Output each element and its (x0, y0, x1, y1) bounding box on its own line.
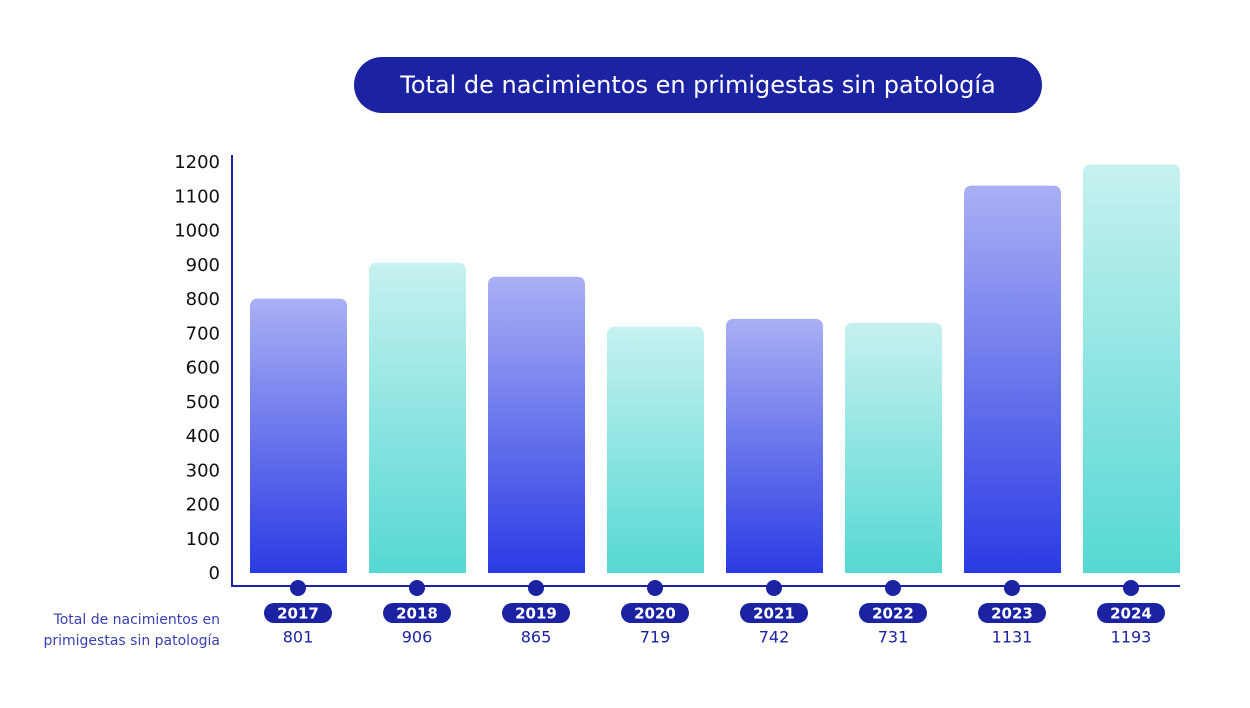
series-label: Total de nacimientos en primigestas sin … (43, 612, 220, 649)
y-tick-label: 900 (186, 255, 220, 276)
y-tick-label: 100 (186, 529, 220, 550)
y-tick-label: 600 (186, 358, 220, 379)
bar (1083, 164, 1180, 573)
x-tick-dot (766, 580, 782, 596)
y-tick-label: 0 (209, 563, 220, 584)
bar (250, 298, 347, 573)
data-label: 801 (283, 628, 314, 647)
x-tick-label: 2017 (277, 605, 319, 623)
x-tick-dot (1123, 580, 1139, 596)
data-label: 731 (878, 628, 909, 647)
year-pill (383, 603, 451, 623)
year-pill (1097, 603, 1165, 623)
x-tick-dot (528, 580, 544, 596)
data-label: 742 (759, 628, 790, 647)
x-tick-label: 2020 (634, 605, 676, 623)
data-label: 719 (640, 628, 671, 647)
bar (369, 262, 466, 573)
data-label: 906 (402, 628, 433, 647)
bar (726, 318, 823, 573)
year-pill (264, 603, 332, 623)
bar (845, 322, 942, 573)
year-pill (859, 603, 927, 623)
x-tick-dot (409, 580, 425, 596)
x-tick-dot (647, 580, 663, 596)
year-pill (740, 603, 808, 623)
x-tick-label: 2022 (872, 605, 914, 623)
x-tick-label: 2024 (1110, 605, 1152, 623)
bar (607, 326, 704, 573)
x-tick-label: 2023 (991, 605, 1033, 623)
x-tick-label: 2018 (396, 605, 438, 623)
y-tick-label: 1200 (174, 152, 220, 173)
x-tick-label: 2021 (753, 605, 795, 623)
y-tick-label: 700 (186, 323, 220, 344)
year-pill (502, 603, 570, 623)
y-tick-label: 400 (186, 426, 220, 447)
bar (488, 276, 585, 573)
data-label: 1193 (1111, 628, 1152, 647)
x-tick-dot (1004, 580, 1020, 596)
bar (964, 185, 1061, 573)
chart-title: Total de nacimientos en primigestas sin … (354, 57, 1042, 113)
year-pill (978, 603, 1046, 623)
year-pill (621, 603, 689, 623)
y-tick-label: 1100 (174, 186, 220, 207)
y-tick-label: 1000 (174, 221, 220, 242)
x-tick-dot (290, 580, 306, 596)
y-tick-label: 200 (186, 495, 220, 516)
data-label: 1131 (992, 628, 1033, 647)
x-tick-label: 2019 (515, 605, 557, 623)
y-tick-label: 500 (186, 392, 220, 413)
data-label: 865 (521, 628, 552, 647)
y-tick-label: 300 (186, 460, 220, 481)
y-tick-label: 800 (186, 289, 220, 310)
x-tick-dot (885, 580, 901, 596)
